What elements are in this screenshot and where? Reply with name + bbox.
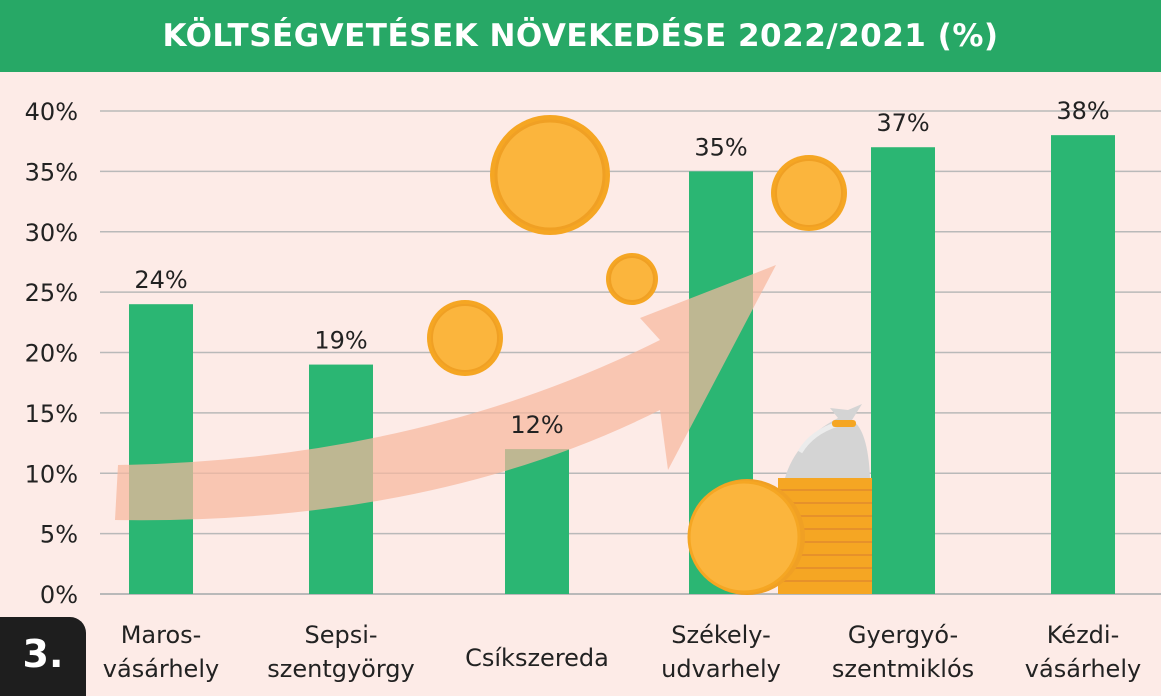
coin-icon [490,115,610,235]
x-tick-label: Székely- [671,621,771,649]
bar [505,449,569,594]
data-label: 12% [510,411,563,439]
x-tick-label: szentgyörgy [267,655,415,683]
bar [1051,135,1115,594]
data-label: 35% [694,133,747,161]
bar [871,147,935,594]
data-label: 38% [1056,97,1109,125]
bar-chart: 0% 5% 10% 15% 20% 25% 30% 35% 40% [25,97,1161,683]
x-tick-label: vásárhely [1025,655,1141,683]
x-tick-label: Kézdi- [1047,621,1119,649]
y-axis-ticks: 0% 5% 10% 15% 20% 25% 30% 35% 40% [25,98,78,609]
chart-number: 3. [22,632,64,676]
y-tick-label: 40% [25,98,78,126]
y-tick-label: 10% [25,460,78,488]
x-tick-label: Csíkszereda [465,644,609,672]
y-tick-label: 0% [40,581,78,609]
title-banner: KÖLTSÉGVETÉSEK NÖVEKEDÉSE 2022/2021 (%) [0,0,1161,72]
data-label: 37% [876,109,929,137]
bar [129,304,193,594]
data-label: 19% [314,327,367,355]
category-labels: Maros-vásárhely Sepsi-szentgyörgy Csíkszer… [103,621,1141,683]
data-label: 24% [134,266,187,294]
value-labels: 24% 19% 12% 35% 37% 38% [134,97,1109,439]
chart-number-badge: 3. [0,617,86,696]
y-tick-label: 20% [25,340,78,368]
x-tick-label: vásárhely [103,655,219,683]
money-bag-icon [687,404,872,595]
x-tick-label: udvarhely [661,655,781,683]
y-tick-label: 35% [25,158,78,186]
x-tick-label: Gyergyó- [848,621,958,649]
x-tick-label: szentmiklós [832,655,974,683]
chart-title: KÖLTSÉGVETÉSEK NÖVEKEDÉSE 2022/2021 (%) [162,18,999,54]
y-tick-label: 5% [40,521,78,549]
growth-arrow-icon [115,265,776,521]
y-tick-label: 25% [25,279,78,307]
y-tick-label: 15% [25,400,78,428]
x-tick-label: Sepsi- [304,621,377,649]
x-tick-label: Maros- [121,621,202,649]
grid-lines [100,110,1161,595]
coin-icon [606,253,658,305]
coin-icon [771,155,847,231]
coin-icon [427,300,503,376]
y-tick-label: 30% [25,219,78,247]
